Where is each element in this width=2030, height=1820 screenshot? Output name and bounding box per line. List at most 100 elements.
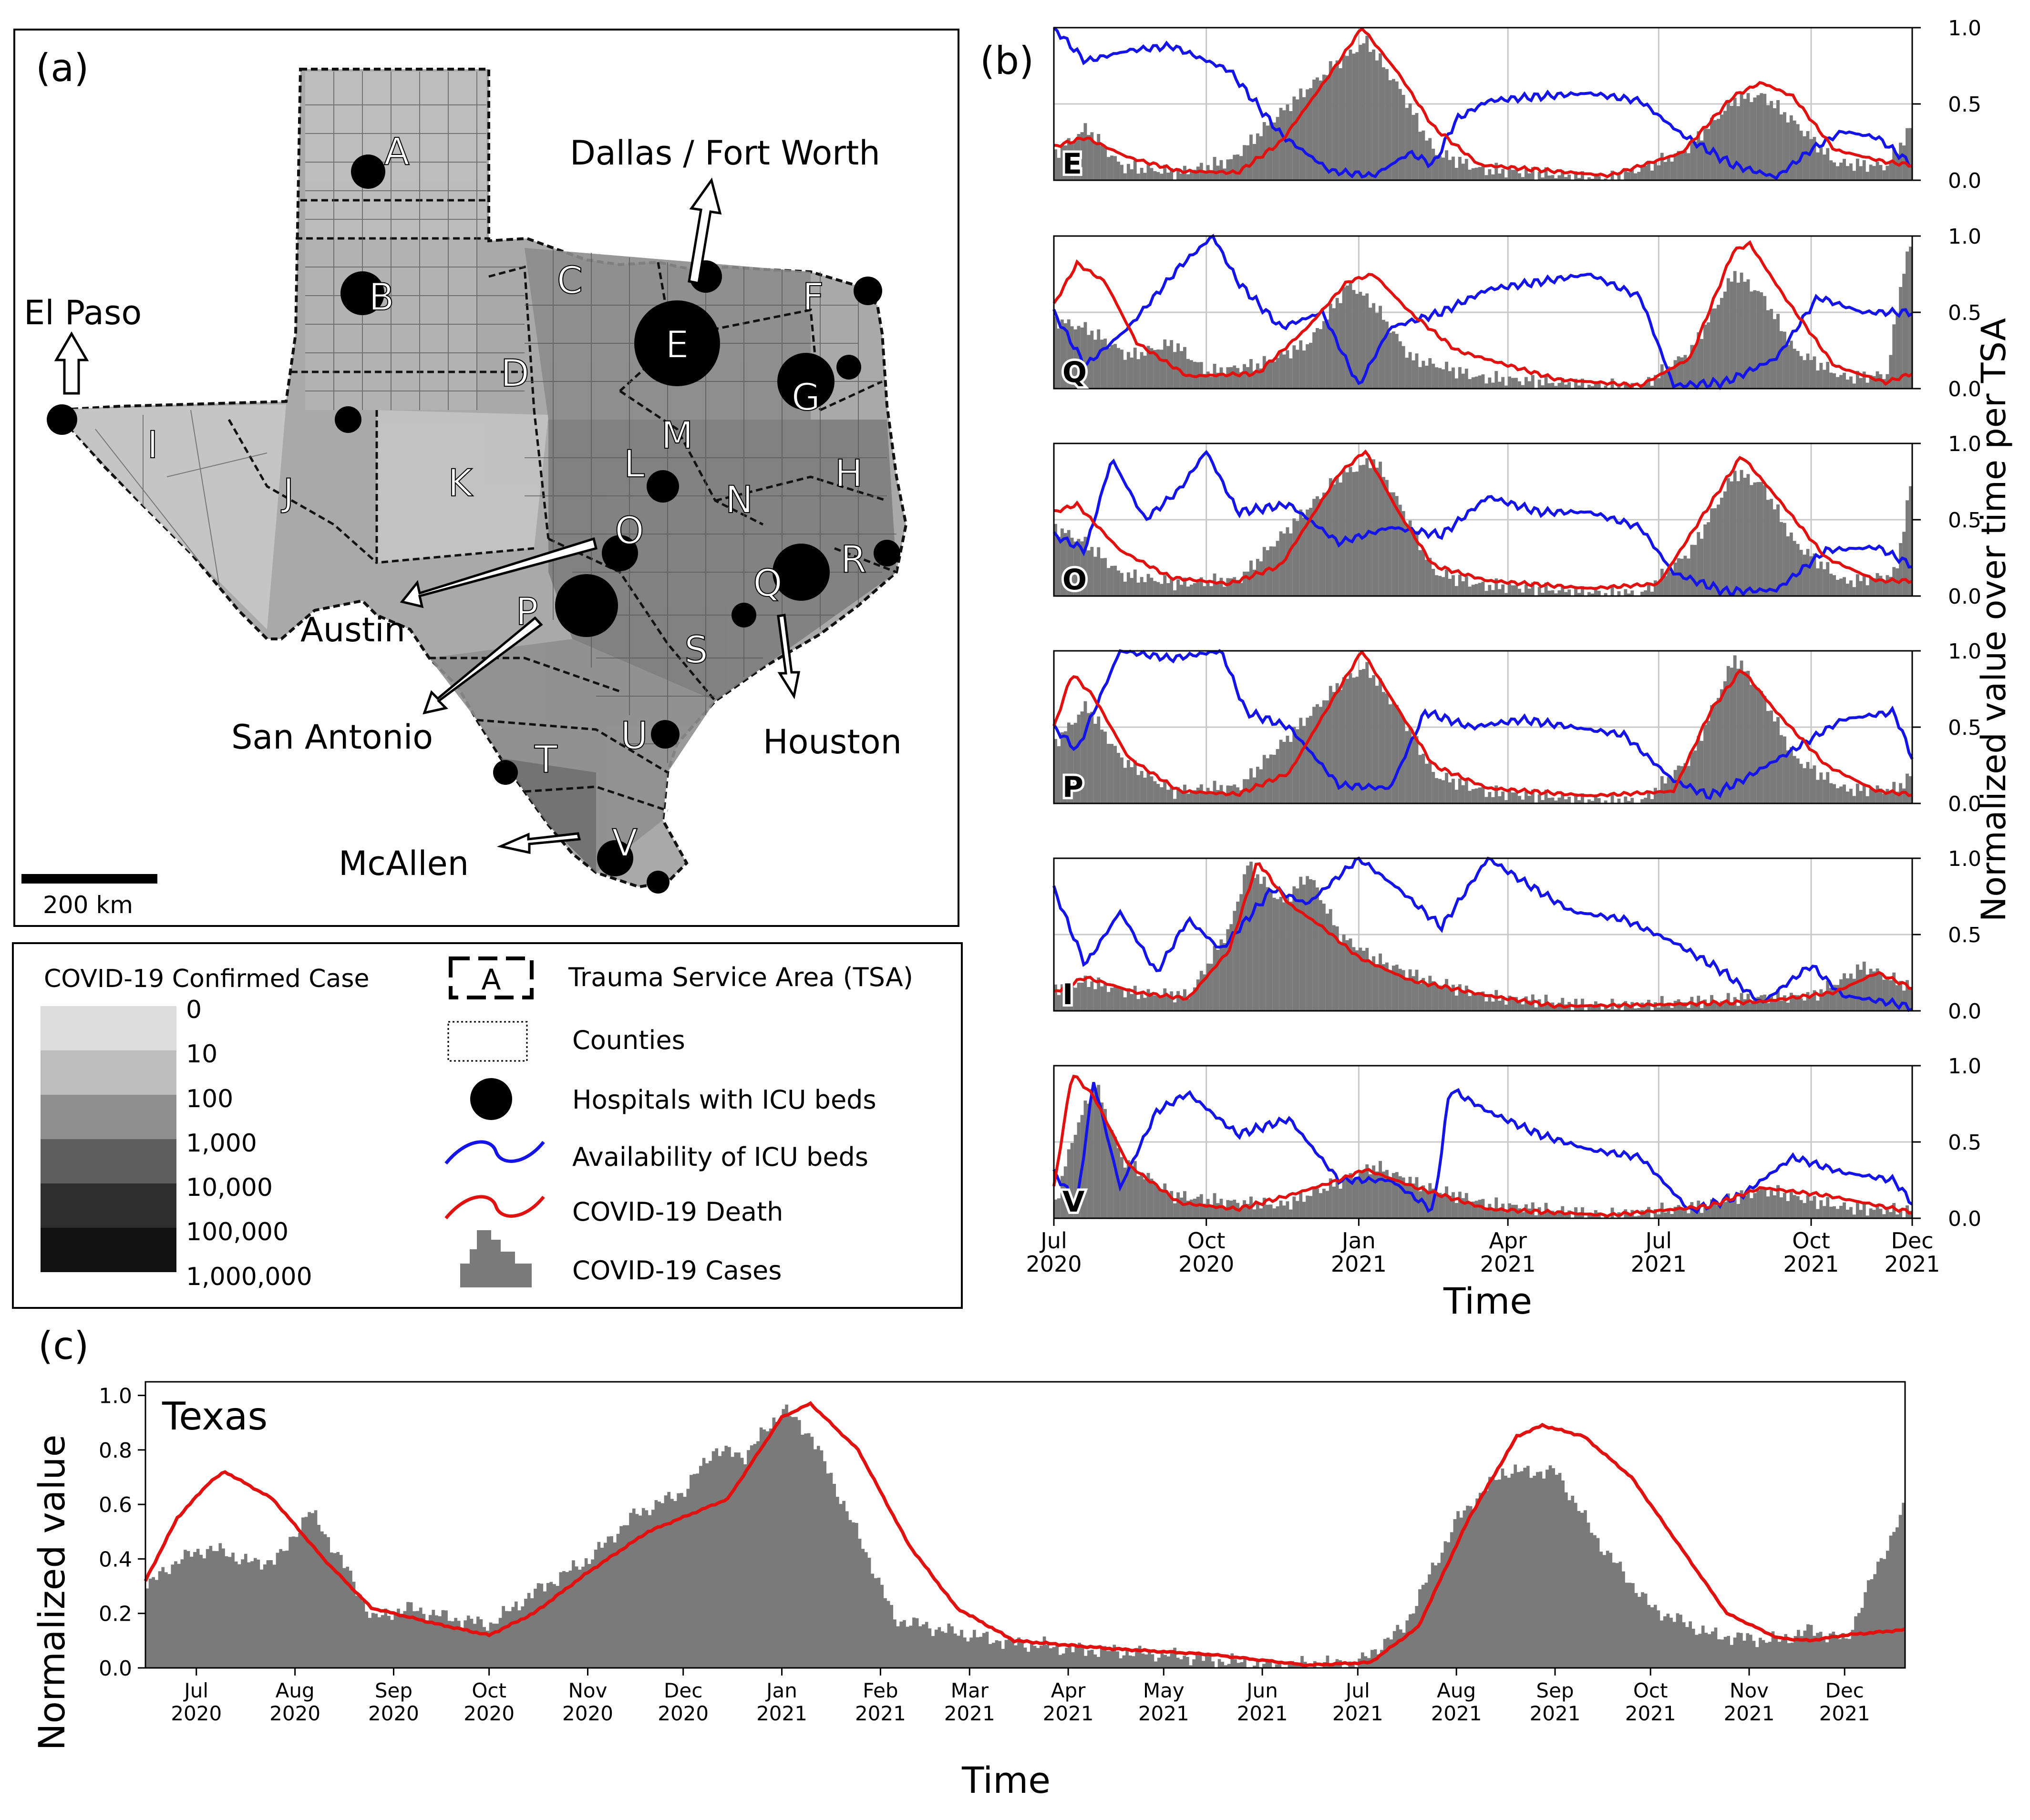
tsa-letter: R — [841, 538, 866, 581]
hospital-marker — [836, 355, 861, 380]
hospital-marker — [777, 353, 835, 410]
y-tick-label: 1.0 — [1948, 1054, 1981, 1079]
hospital-marker — [647, 470, 679, 503]
y-tick-label: 1.0 — [1948, 225, 1981, 249]
city-labels: El Paso Dallas / Fort Worth Austin San A… — [24, 134, 902, 883]
legend-death-line — [444, 1195, 545, 1220]
panel-c-x-label: Time — [961, 1759, 1051, 1801]
legend-item-label: COVID-19 Cases — [572, 1255, 782, 1285]
x-tick-label: Oct — [472, 1679, 506, 1702]
legend-icu-line — [444, 1140, 545, 1165]
arrow-mcallen — [496, 832, 581, 854]
legend-item-label: Counties — [572, 1025, 685, 1055]
city-label: Dallas / Fort Worth — [570, 134, 880, 173]
y-tick-label: 0.0 — [1948, 1207, 1981, 1231]
legend-item-label: Trauma Service Area (TSA) — [568, 962, 913, 992]
x-tick-label: Oct — [1792, 1228, 1830, 1254]
y-tick-label: 1.0 — [1948, 432, 1981, 456]
cases-bars — [1054, 36, 1912, 180]
y-tick-label: 0.4 — [99, 1547, 132, 1572]
hospital-marker — [732, 603, 756, 627]
x-tick-label: 2021 — [1043, 1702, 1094, 1725]
legend-class-swatch — [41, 1183, 176, 1228]
y-tick-label: 0.5 — [1948, 301, 1981, 325]
hospital-marker — [335, 406, 361, 433]
tsa-letter: Q — [753, 562, 782, 605]
tsa-letter: L — [624, 443, 645, 486]
x-tick-label: Aug — [276, 1679, 315, 1702]
panel-b-x-ticks: Jul2020Oct2020Jan2021Apr2021Jul2021Oct20… — [1026, 1218, 1940, 1277]
legend-class-swatch — [41, 1095, 176, 1139]
hospital-marker — [874, 540, 900, 566]
tsa-letters: A B C D E F G H I J K L M N O P Q R S T — [146, 130, 867, 865]
tsa-letter: J — [280, 472, 294, 514]
legend-county-symbol — [447, 1021, 528, 1062]
tsa-letter: U — [620, 715, 648, 758]
hospital-marker — [634, 300, 720, 386]
y-tick-label: 0.0 — [1948, 792, 1981, 816]
arrow-austin — [400, 537, 598, 608]
y-tick-label: 1.0 — [99, 1384, 132, 1409]
arrow-houston — [777, 614, 801, 699]
cases-bars — [1054, 458, 1912, 596]
hospital-marker — [493, 760, 518, 785]
tsa-letter: C — [557, 259, 583, 302]
x-tick-label: 2021 — [1431, 1702, 1482, 1725]
y-tick-label: 0.0 — [1948, 377, 1981, 401]
x-tick-label: Jul — [1039, 1228, 1067, 1254]
x-tick-label: Apr — [1051, 1679, 1086, 1702]
tsa-letter: K — [448, 462, 473, 505]
tsa-subplot-V: 0.0 0.5 1.0 V — [1052, 1054, 1981, 1231]
x-tick-label: Oct — [1633, 1679, 1668, 1702]
x-tick-label: 2021 — [1625, 1702, 1676, 1725]
x-tick-label: 2020 — [562, 1702, 613, 1725]
cases-bars — [1054, 1085, 1912, 1218]
legend-class-label: 100,000 — [186, 1218, 289, 1246]
city-label: Austin — [300, 610, 405, 649]
arrow-san-antonio — [422, 616, 543, 715]
death-line — [1053, 27, 1913, 179]
panel-b-x-label: Time — [1443, 1280, 1532, 1322]
legend-cases-symbol — [460, 1230, 532, 1287]
icu-availability-line — [1052, 649, 1914, 800]
y-tick-label: 0.0 — [1948, 169, 1981, 193]
x-tick-label: 2021 — [1884, 1251, 1940, 1277]
icu-availability-line — [1052, 1082, 1913, 1214]
legend-class-label: 1,000,000 — [186, 1263, 312, 1291]
x-tick-label: Dec — [1825, 1679, 1864, 1702]
x-tick-label: 2021 — [1631, 1251, 1687, 1277]
legend: COVID-19 Confirmed Case 0 10 100 1,000 1… — [12, 942, 963, 1309]
legend-hospital-symbol — [470, 1078, 512, 1120]
death-line — [1053, 449, 1913, 590]
death-line — [1052, 1074, 1913, 1218]
x-tick-label: 2021 — [1237, 1702, 1288, 1725]
y-tick-label: 0.0 — [1948, 585, 1981, 609]
x-tick-label: Sep — [1536, 1679, 1574, 1702]
hospital-marker — [647, 871, 670, 894]
x-tick-label: Jan — [765, 1679, 797, 1702]
scale-bar-label: 200 km — [43, 891, 133, 919]
x-tick-label: 2020 — [464, 1702, 515, 1725]
y-tick-label: 0.5 — [1948, 508, 1981, 533]
legend-tsa-symbol — [449, 956, 534, 999]
tsa-subplots: 0.0 0.5 1.0 E 0.0 0.5 1.0 Q 0.0 0.5 1.0 O 0.0 0.5 1.0 P… — [1052, 16, 1981, 1231]
x-tick-label: 2021 — [1783, 1251, 1839, 1277]
legend-class-swatch — [41, 1139, 176, 1183]
legend-class-swatch — [41, 1050, 176, 1095]
hospital-marker — [340, 271, 384, 315]
hospital-marker — [602, 535, 638, 571]
icu-availability-line — [1052, 856, 1913, 1012]
y-tick-label: 0.0 — [99, 1656, 132, 1681]
cases-bars — [1054, 247, 1912, 389]
tsa-letter: N — [725, 479, 753, 522]
x-tick-label: 2020 — [658, 1702, 709, 1725]
x-tick-label: 2021 — [1724, 1702, 1775, 1725]
panel-label-a: (a) — [36, 46, 89, 90]
x-tick-label: Jul — [183, 1679, 208, 1702]
legend-item-label: Availability of ICU beds — [572, 1142, 868, 1172]
x-tick-label: 2020 — [368, 1702, 419, 1725]
tsa-letter: D — [501, 352, 529, 395]
x-tick-label: 2021 — [1480, 1251, 1536, 1277]
x-tick-label: 2020 — [269, 1702, 320, 1725]
y-tick-label: 0.5 — [1948, 93, 1981, 117]
